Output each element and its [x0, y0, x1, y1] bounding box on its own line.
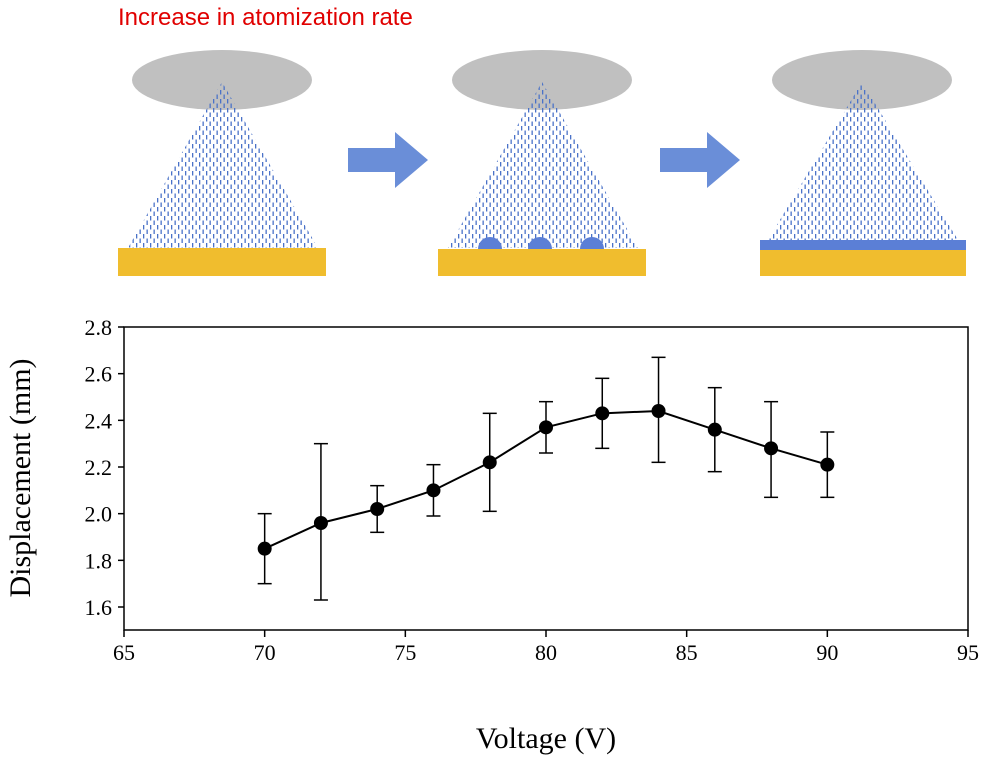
x-tick-label: 65	[113, 640, 135, 665]
y-tick-label: 2.0	[85, 502, 113, 527]
x-tick-label: 80	[535, 640, 557, 665]
y-tick-label: 2.8	[85, 315, 113, 340]
substrate	[760, 250, 966, 276]
liquid-film	[760, 240, 966, 250]
data-point	[426, 483, 441, 498]
data-point	[707, 422, 722, 437]
data-point	[257, 541, 272, 556]
y-tick-label: 2.4	[85, 408, 113, 433]
data-point	[370, 502, 385, 516]
stage-droplets	[438, 50, 646, 276]
x-axis-title: Voltage (V)	[476, 722, 616, 755]
droplet	[580, 237, 604, 249]
nozzle	[132, 50, 312, 110]
data-point	[595, 406, 610, 421]
data-point	[764, 441, 779, 456]
y-axis-title: Displacement (mm)	[4, 358, 37, 597]
nozzle	[772, 50, 952, 110]
diagram-title: Increase in atomization rate	[118, 4, 413, 31]
y-tick-label: 2.2	[85, 455, 113, 480]
data-point	[313, 516, 328, 530]
y-tick-label: 2.6	[85, 362, 113, 387]
y-tick-label: 1.6	[85, 595, 113, 620]
x-tick-label: 95	[957, 640, 979, 665]
substrate	[118, 248, 326, 276]
data-point	[539, 420, 553, 435]
x-tick-label: 85	[676, 640, 698, 665]
x-tick-label: 90	[816, 640, 838, 665]
plot-frame	[123, 326, 969, 631]
x-tick-label: 75	[394, 640, 416, 665]
arrow-icon	[660, 132, 740, 188]
data-point	[482, 455, 497, 470]
substrate	[438, 249, 646, 276]
data-point	[820, 457, 835, 472]
data-point	[651, 404, 666, 418]
droplet	[528, 237, 552, 249]
stage-dry-spray	[118, 50, 326, 276]
atomization-diagram	[118, 50, 966, 276]
droplet	[478, 237, 502, 249]
x-tick-label: 70	[254, 640, 276, 665]
y-tick-label: 1.8	[85, 548, 113, 573]
stage-film	[760, 50, 966, 276]
nozzle	[452, 50, 632, 110]
arrow-icon	[348, 132, 428, 188]
